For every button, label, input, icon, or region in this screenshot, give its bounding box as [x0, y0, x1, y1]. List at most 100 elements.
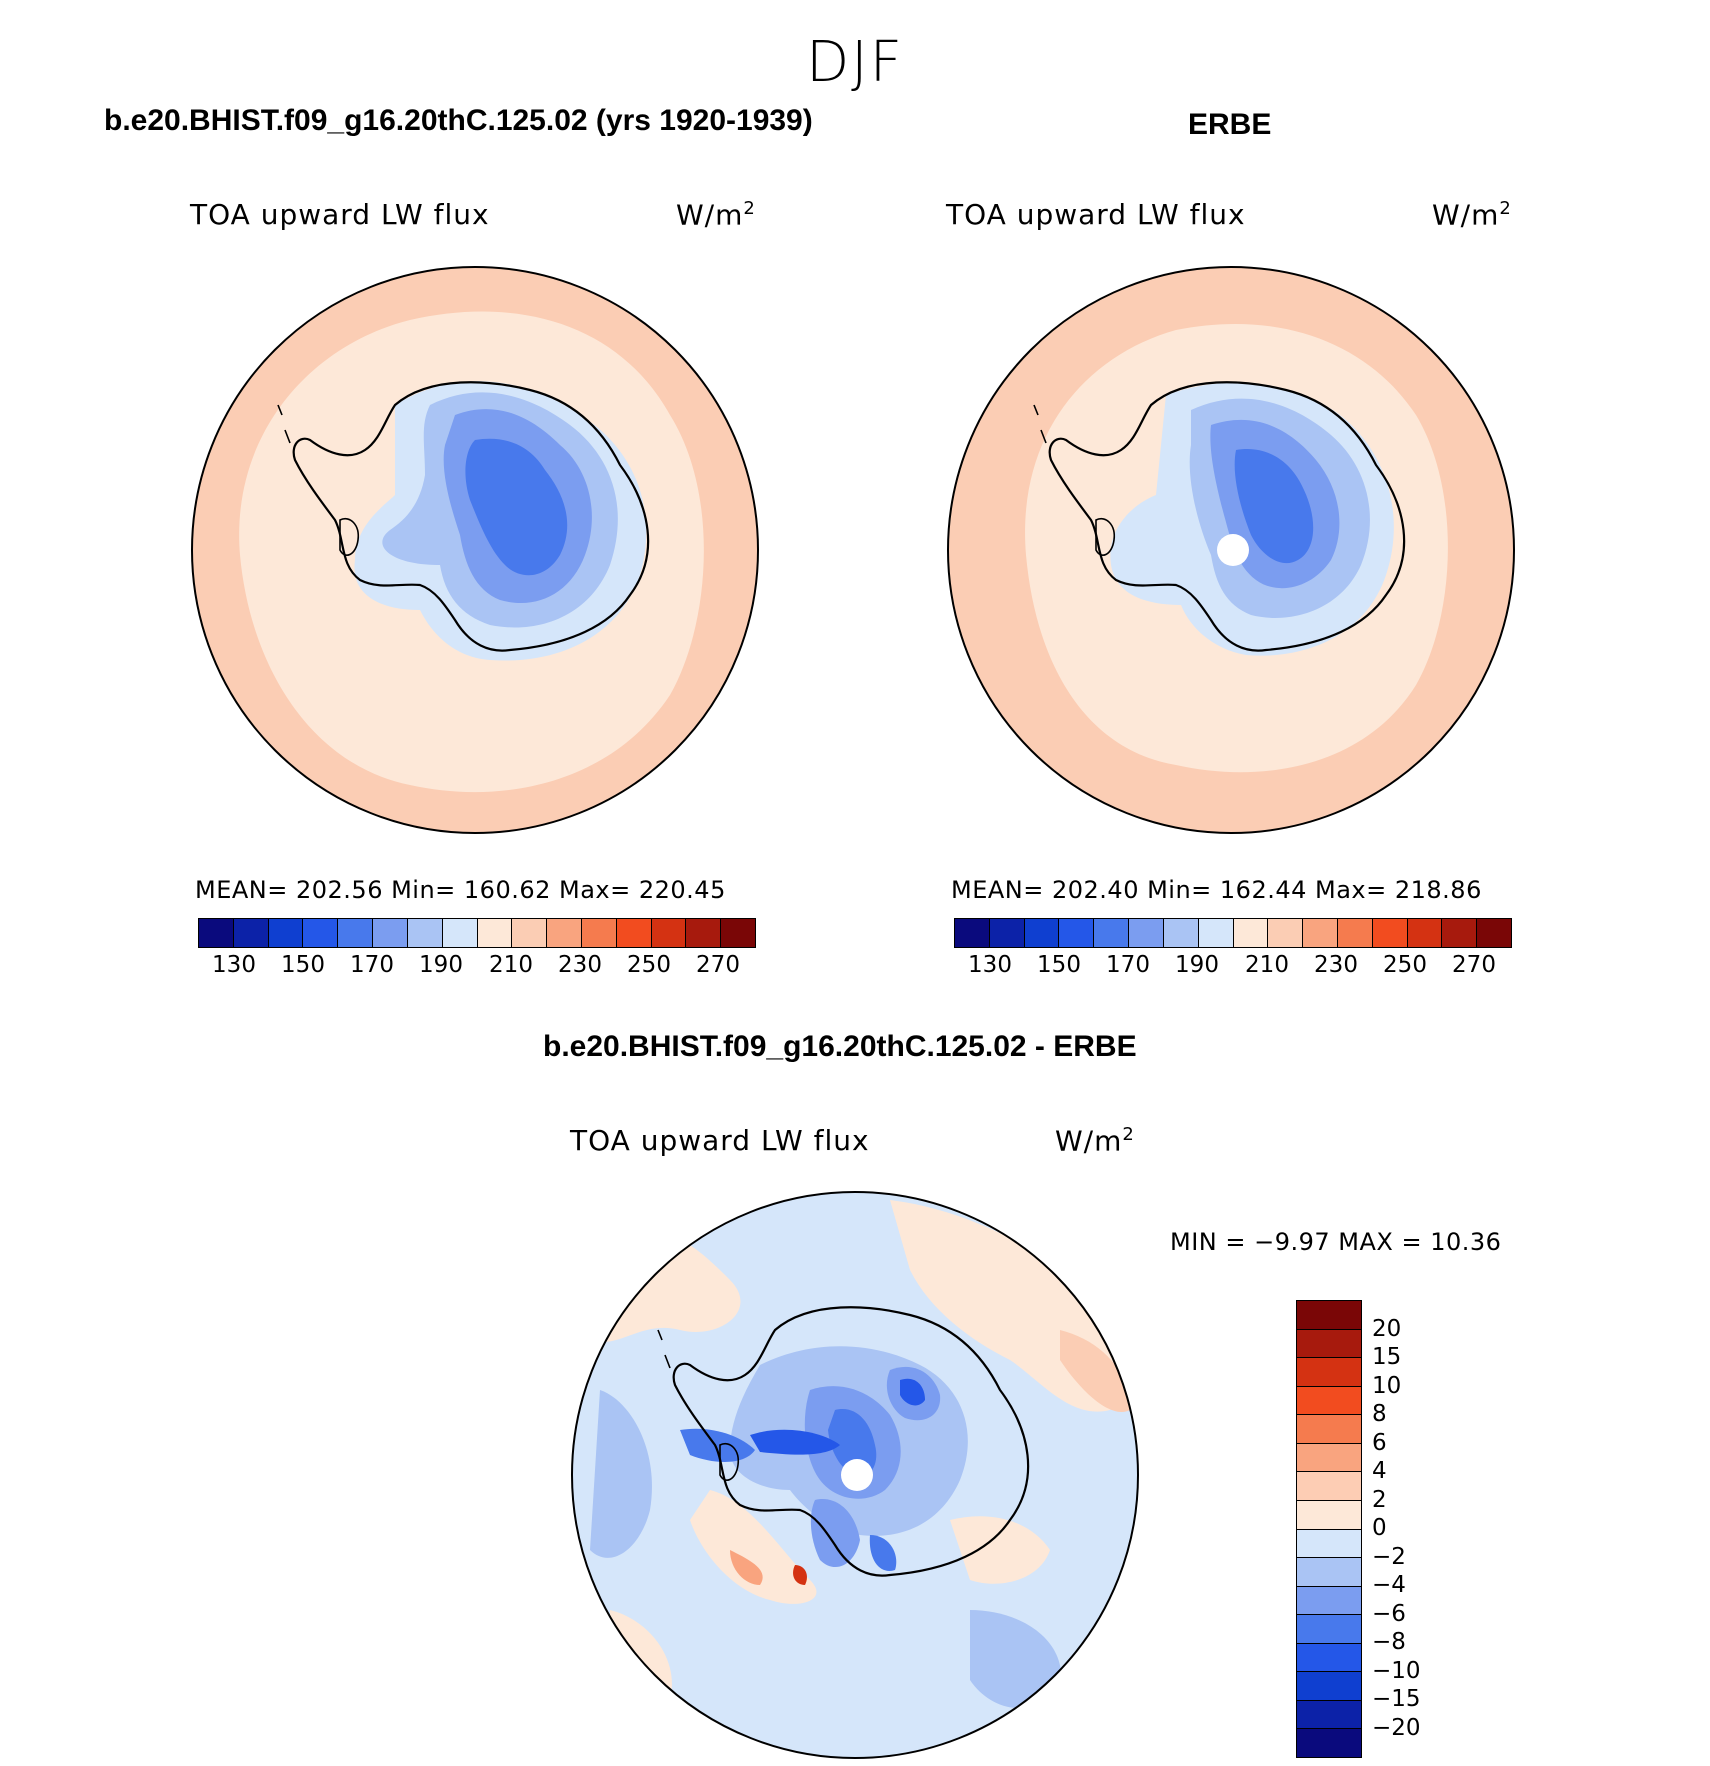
colorbar-cell [1198, 919, 1234, 947]
colorbar-cell [1129, 919, 1164, 947]
colorbar-tick-label: 190 [1175, 952, 1219, 978]
colorbar-cell [268, 919, 304, 947]
colorbar-tick-label: 6 [1372, 1429, 1387, 1456]
colorbar-cell [1297, 1329, 1361, 1359]
colorbar-tick-label: −6 [1372, 1600, 1406, 1627]
colorbar-tick-label: −2 [1372, 1543, 1406, 1570]
colorbar-tick-label: 10 [1372, 1372, 1402, 1399]
panel-1-stats: MEAN= 202.56 Min= 160.62 Max= 220.45 [195, 876, 726, 904]
colorbar-cell [1297, 1558, 1361, 1587]
panel-2-variable-label: TOA upward LW flux [946, 198, 1246, 231]
colorbar-cell [1372, 919, 1408, 947]
panel-1-title: b.e20.BHIST.f09_g16.20thC.125.02 (yrs 19… [104, 104, 813, 137]
panel-3-variable-label: TOA upward LW flux [570, 1124, 870, 1157]
colorbar-tick-label: 230 [558, 952, 602, 978]
panel-2-colorbar [954, 918, 1512, 948]
colorbar-cell [721, 919, 755, 947]
colorbar-cell [442, 919, 478, 947]
colorbar-tick-label: 130 [968, 952, 1012, 978]
colorbar-tick-label: 230 [1314, 952, 1358, 978]
panel-2-units-label: W/m2 [1432, 198, 1512, 232]
colorbar-tick-label: 270 [696, 952, 740, 978]
colorbar-cell [547, 919, 582, 947]
colorbar-cell [651, 919, 687, 947]
colorbar-cell [1297, 1301, 1361, 1330]
colorbar-cell [1477, 919, 1511, 947]
colorbar-cell [1297, 1500, 1361, 1530]
colorbar-cell [955, 919, 990, 947]
colorbar-tick-label: 190 [419, 952, 463, 978]
colorbar-tick-label: −20 [1372, 1714, 1421, 1741]
colorbar-tick-label: 210 [489, 952, 533, 978]
colorbar-cell [1297, 1415, 1361, 1444]
colorbar-cell [1297, 1643, 1361, 1673]
colorbar-tick-label: 150 [281, 952, 325, 978]
colorbar-tick-label: −15 [1372, 1686, 1421, 1712]
colorbar-tick-label: 20 [1372, 1315, 1402, 1342]
colorbar-tick-label: 130 [212, 952, 256, 978]
colorbar-cell [1407, 919, 1443, 947]
colorbar-tick-label: 250 [627, 952, 671, 978]
panel-3-colorbar-ticks: 20 15 10 8 6 4 2 0 −2 −4 −6 −8 −10 −15 −… [1372, 1300, 1442, 1756]
panel-2-stats: MEAN= 202.40 Min= 162.44 Max= 218.86 [951, 876, 1482, 904]
colorbar-cell [1297, 1358, 1361, 1387]
colorbar-tick-label: 210 [1245, 952, 1289, 978]
colorbar-cell [1233, 919, 1269, 947]
colorbar-tick-label: 8 [1372, 1401, 1387, 1427]
colorbar-cell [1268, 919, 1304, 947]
colorbar-tick-label: 150 [1037, 952, 1081, 978]
panel-3-colorbar [1296, 1300, 1362, 1758]
colorbar-cell [233, 919, 269, 947]
figure-title: DJF [806, 30, 904, 95]
panel-1-variable-label: TOA upward LW flux [190, 198, 490, 231]
colorbar-tick-label: −4 [1372, 1572, 1406, 1598]
panel-1-colorbar [198, 918, 756, 948]
colorbar-cell [1163, 919, 1199, 947]
colorbar-cell [373, 919, 408, 947]
panel-3-title: b.e20.BHIST.f09_g16.20thC.125.02 - ERBE [543, 1030, 1137, 1063]
colorbar-cell [1337, 919, 1373, 947]
colorbar-cell [512, 919, 548, 947]
colorbar-tick-label: 170 [1106, 952, 1150, 978]
colorbar-cell [989, 919, 1025, 947]
colorbar-cell [1442, 919, 1478, 947]
colorbar-cell [477, 919, 513, 947]
panel-1-map [191, 266, 759, 834]
colorbar-tick-label: 15 [1372, 1344, 1402, 1370]
colorbar-cell [1094, 919, 1130, 947]
colorbar-tick-label: −10 [1372, 1657, 1421, 1684]
panel-3-map [571, 1191, 1139, 1759]
colorbar-cell [1297, 1729, 1361, 1757]
panel-3-stats: MIN = −9.97 MAX = 10.36 [1170, 1228, 1502, 1256]
colorbar-tick-label: 270 [1452, 952, 1496, 978]
colorbar-tick-label: 170 [350, 952, 394, 978]
colorbar-tick-label: 4 [1372, 1458, 1387, 1484]
colorbar-cell [338, 919, 374, 947]
colorbar-cell [1297, 1672, 1361, 1701]
colorbar-cell [581, 919, 617, 947]
colorbar-cell [1297, 1529, 1361, 1559]
colorbar-tick-label: 0 [1372, 1515, 1387, 1541]
colorbar-tick-label: 2 [1372, 1486, 1387, 1513]
colorbar-cell [407, 919, 443, 947]
panel-3-units-label: W/m2 [1055, 1124, 1135, 1158]
colorbar-cell [1297, 1700, 1361, 1730]
panel-1-units-label: W/m2 [676, 198, 756, 232]
colorbar-cell [1303, 919, 1338, 947]
colorbar-cell [1297, 1615, 1361, 1644]
colorbar-cell [686, 919, 722, 947]
colorbar-cell [1059, 919, 1095, 947]
colorbar-cell [1297, 1386, 1361, 1416]
panel-1-colorbar-ticks: 130 150 170 190 210 230 250 270 [198, 952, 754, 982]
panel-2-map [947, 266, 1515, 834]
colorbar-cell [1024, 919, 1060, 947]
colorbar-cell [1297, 1443, 1361, 1473]
colorbar-tick-label: −8 [1372, 1629, 1406, 1655]
panel-2-colorbar-ticks: 130 150 170 190 210 230 250 270 [954, 952, 1510, 982]
colorbar-cell [303, 919, 339, 947]
colorbar-cell [199, 919, 234, 947]
colorbar-cell [616, 919, 652, 947]
colorbar-cell [1297, 1472, 1361, 1501]
colorbar-tick-label: 250 [1383, 952, 1427, 978]
colorbar-cell [1297, 1586, 1361, 1616]
